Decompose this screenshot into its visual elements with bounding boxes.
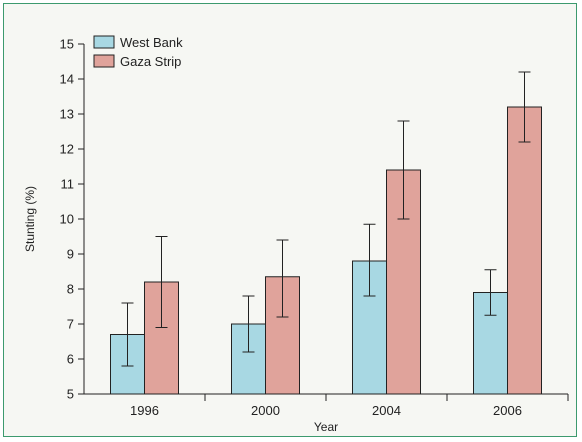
error-bar-1996-west-bank [121, 302, 134, 367]
chart-frame: 5 6 7 8 9 10 11 12 13 14 15 1996 2000 2004 2006 West B… [3, 3, 577, 437]
x-tick-label: 2006 [493, 403, 522, 418]
x-tick-label: 2000 [251, 403, 280, 418]
legend-swatch [93, 35, 115, 49]
y-axis-title: Stunting (%) [23, 186, 37, 252]
legend-item-west-bank: West Bank [93, 35, 183, 50]
y-tick-label: 15 [60, 37, 74, 52]
error-bar-2004-west-bank [363, 223, 376, 297]
bar-chart: 5 6 7 8 9 10 11 12 13 14 15 1996 2000 2004 2006 West B… [23, 35, 569, 434]
error-bar-2006-west-bank [484, 269, 497, 316]
legend: West Bank Gaza Strip [93, 35, 183, 69]
y-tick-label: 13 [60, 107, 74, 122]
y-tick-label: 5 [67, 387, 74, 402]
x-tick-label: 2004 [372, 403, 401, 418]
legend-label: West Bank [120, 35, 183, 50]
y-tick-label: 7 [67, 317, 74, 332]
bar-2006-gaza-strip [507, 106, 542, 395]
y-tick-label: 12 [60, 142, 74, 157]
y-tick-label: 9 [67, 247, 74, 262]
x-axis-title: Year [314, 420, 338, 434]
y-tick-label: 6 [67, 352, 74, 367]
error-bar-2006-gaza-strip [518, 71, 531, 143]
x-tick-label: 1996 [130, 403, 159, 418]
bars-group [110, 106, 542, 395]
legend-item-gaza-strip: Gaza Strip [93, 54, 181, 69]
y-tick-label: 10 [60, 212, 74, 227]
error-bar-2000-gaza-strip [276, 239, 289, 318]
error-bar-1996-gaza-strip [155, 236, 168, 328]
axes-group: 5 6 7 8 9 10 11 12 13 14 15 1996 2000 2004 2006 [60, 37, 569, 418]
error-bars-group [121, 71, 531, 367]
y-tick-label: 8 [67, 282, 74, 297]
error-bar-2004-gaza-strip [397, 120, 410, 220]
y-tick-label: 14 [60, 72, 74, 87]
y-tick-label: 11 [61, 177, 75, 192]
error-bar-2000-west-bank [242, 295, 255, 353]
legend-label: Gaza Strip [120, 54, 181, 69]
legend-swatch [93, 54, 115, 68]
